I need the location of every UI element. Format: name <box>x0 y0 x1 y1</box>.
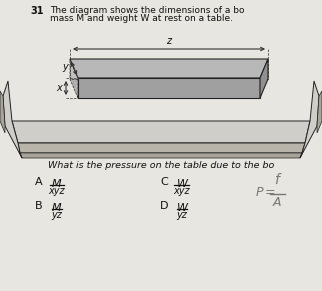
Text: $P=$: $P=$ <box>255 187 276 200</box>
Polygon shape <box>12 121 310 143</box>
Text: yz: yz <box>176 210 187 220</box>
Polygon shape <box>260 59 268 98</box>
Text: mass M and weight W at rest on a table.: mass M and weight W at rest on a table. <box>50 14 233 23</box>
Text: xyz: xyz <box>49 186 65 196</box>
Text: The diagram shows the dimensions of a bo: The diagram shows the dimensions of a bo <box>50 6 244 15</box>
Text: What is the pressure on the table due to the bo: What is the pressure on the table due to… <box>48 161 274 170</box>
Text: 31: 31 <box>30 6 43 16</box>
Polygon shape <box>3 81 22 158</box>
Text: C: C <box>160 177 168 187</box>
Text: B: B <box>35 201 43 211</box>
Polygon shape <box>78 78 260 98</box>
Polygon shape <box>70 59 78 98</box>
Text: y: y <box>62 61 68 72</box>
Text: D: D <box>160 201 168 211</box>
Text: yz: yz <box>52 210 62 220</box>
Polygon shape <box>0 91 5 133</box>
Polygon shape <box>317 91 322 133</box>
Polygon shape <box>18 143 305 153</box>
Polygon shape <box>20 153 302 158</box>
Text: xyz: xyz <box>174 186 190 196</box>
Polygon shape <box>70 59 268 79</box>
Text: A: A <box>273 196 281 209</box>
Polygon shape <box>300 81 319 158</box>
Text: x: x <box>56 83 62 93</box>
Text: f: f <box>275 173 279 187</box>
Polygon shape <box>70 59 268 78</box>
Text: W: W <box>176 179 187 189</box>
Text: M: M <box>52 179 62 189</box>
Text: M: M <box>52 203 62 213</box>
Text: z: z <box>166 36 172 46</box>
Text: A: A <box>35 177 43 187</box>
Text: W: W <box>176 203 187 213</box>
